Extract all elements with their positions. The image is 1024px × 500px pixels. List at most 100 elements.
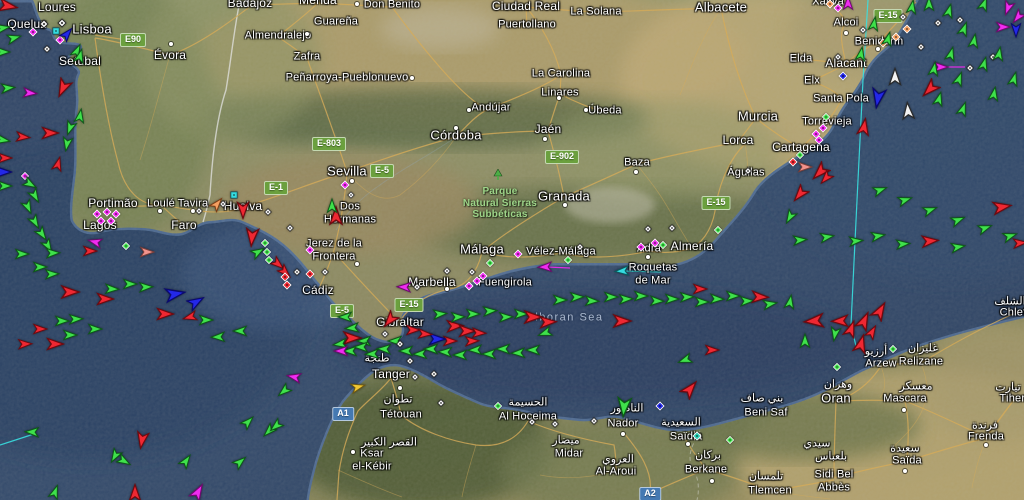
ship-marker-moving[interactable] — [341, 343, 359, 360]
ship-marker-moving[interactable] — [482, 303, 499, 320]
ship-marker-moving[interactable] — [132, 430, 152, 451]
ship-marker-moving[interactable] — [115, 452, 133, 470]
ship-marker-moving[interactable] — [62, 119, 79, 137]
ship-marker-moving[interactable] — [679, 289, 696, 306]
ship-marker-moving[interactable] — [325, 204, 347, 227]
ship-marker-moving[interactable] — [187, 482, 208, 500]
ship-marker-moored[interactable] — [955, 15, 965, 25]
ship-marker-moving[interactable] — [664, 291, 681, 308]
ship-marker-moving[interactable] — [536, 259, 554, 276]
ship-marker-moving[interactable] — [863, 324, 881, 341]
ship-marker-moving[interactable] — [986, 85, 1003, 103]
ship-marker-moored[interactable] — [292, 267, 302, 277]
ship-marker-moving[interactable] — [611, 310, 634, 332]
ship-marker-moving[interactable] — [782, 293, 799, 311]
ship-marker-moving[interactable] — [332, 343, 350, 360]
ship-marker-moored[interactable] — [858, 25, 868, 35]
ship-marker-moving[interactable] — [47, 483, 64, 500]
ship-marker-moving[interactable] — [976, 220, 994, 237]
ship-marker-moving[interactable] — [943, 45, 960, 63]
ship-marker-moving[interactable] — [432, 306, 449, 323]
ship-marker-moored[interactable] — [888, 344, 899, 355]
ship-marker-moving[interactable] — [949, 212, 967, 229]
ship-marker-moving[interactable] — [676, 352, 694, 369]
ship-marker-moored[interactable] — [821, 112, 832, 123]
ship-marker-moored[interactable] — [471, 275, 483, 287]
ship-marker-moving[interactable] — [249, 244, 267, 261]
ship-marker-moving[interactable] — [40, 123, 61, 143]
ship-marker-moving[interactable] — [941, 2, 958, 20]
ship-marker-moving[interactable] — [26, 213, 44, 231]
ship-marker-moored[interactable] — [27, 26, 39, 38]
ship-marker-moving[interactable] — [276, 263, 294, 281]
ship-marker-moving[interactable] — [155, 304, 176, 324]
ship-marker-moored[interactable] — [658, 240, 669, 251]
ship-marker-moving[interactable] — [792, 232, 809, 249]
ship-marker-moving[interactable] — [239, 414, 257, 431]
ship-marker-moving[interactable] — [331, 336, 349, 353]
ship-marker-moving[interactable] — [87, 321, 104, 338]
ship-marker-moving[interactable] — [1006, 70, 1023, 88]
ship-marker-moving[interactable] — [208, 196, 226, 213]
ship-marker-moving[interactable] — [818, 169, 835, 187]
ship-marker-moored[interactable] — [649, 237, 661, 249]
ship-marker-moving[interactable] — [552, 292, 569, 309]
ship-marker-moving[interactable] — [95, 289, 116, 309]
ship-marker-moving[interactable] — [471, 325, 488, 342]
ship-marker-moving[interactable] — [725, 288, 742, 305]
ship-marker-moored[interactable] — [101, 206, 113, 218]
ship-marker-moving[interactable] — [0, 132, 12, 149]
ship-marker-moored[interactable] — [110, 208, 122, 220]
ship-marker-moored[interactable] — [228, 189, 240, 201]
ship-marker-moving[interactable] — [931, 90, 948, 108]
ship-marker-moving[interactable] — [704, 342, 721, 359]
ship-marker-moving[interactable] — [694, 294, 711, 311]
ship-marker-moving[interactable] — [72, 107, 89, 125]
ship-marker-moored[interactable] — [575, 242, 585, 252]
ship-marker-moving[interactable] — [866, 15, 883, 33]
ship-marker-moving[interactable] — [17, 336, 34, 353]
ship-marker-moored[interactable] — [916, 42, 926, 52]
ship-marker-moored[interactable] — [395, 339, 405, 349]
ship-marker-moving[interactable] — [33, 225, 51, 243]
ship-marker-moving[interactable] — [898, 100, 918, 121]
ship-marker-moving[interactable] — [26, 187, 44, 205]
ship-marker-moving[interactable] — [612, 395, 636, 419]
ship-marker-moving[interactable] — [417, 326, 434, 343]
ship-marker-moving[interactable] — [761, 296, 779, 313]
ship-marker-moving[interactable] — [522, 306, 545, 328]
ship-marker-moving[interactable] — [1008, 22, 1024, 39]
ship-marker-moored[interactable] — [262, 247, 273, 258]
ship-marker-moored[interactable] — [810, 128, 822, 140]
ship-marker-moving[interactable] — [233, 200, 253, 221]
ship-marker-moving[interactable] — [790, 183, 811, 204]
ship-marker-moving[interactable] — [23, 424, 41, 441]
ship-marker-moored[interactable] — [380, 329, 390, 339]
ship-marker-moving[interactable] — [895, 236, 912, 253]
ship-marker-moored[interactable] — [218, 199, 228, 209]
ship-marker-moving[interactable] — [0, 80, 17, 97]
ship-marker-moving[interactable] — [445, 316, 466, 336]
ship-marker-moving[interactable] — [276, 382, 293, 400]
ship-marker-moored[interactable] — [279, 271, 291, 283]
ship-marker-moving[interactable] — [976, 0, 993, 13]
ship-marker-moving[interactable] — [0, 178, 14, 195]
ship-marker-moving[interactable] — [138, 279, 155, 296]
ship-marker-moving[interactable] — [919, 77, 942, 100]
ship-marker-moored[interactable] — [260, 238, 271, 249]
ship-marker-moving[interactable] — [82, 243, 99, 260]
ship-marker-moored[interactable] — [795, 150, 806, 161]
ship-marker-moving[interactable] — [62, 327, 79, 344]
ship-marker-moving[interactable] — [0, 0, 19, 17]
ship-marker-moving[interactable] — [177, 453, 195, 470]
ship-marker-moving[interactable] — [868, 300, 891, 323]
ship-marker-moored[interactable] — [463, 280, 475, 292]
ship-marker-moving[interactable] — [125, 482, 145, 500]
ship-marker-moving[interactable] — [86, 234, 104, 251]
ship-marker-moving[interactable] — [921, 0, 938, 13]
ship-marker-moving[interactable] — [457, 321, 478, 341]
ship-marker-moving[interactable] — [44, 266, 61, 283]
ship-marker-moving[interactable] — [241, 226, 263, 249]
ship-marker-moored[interactable] — [527, 417, 537, 427]
ship-marker-moving[interactable] — [966, 32, 983, 50]
